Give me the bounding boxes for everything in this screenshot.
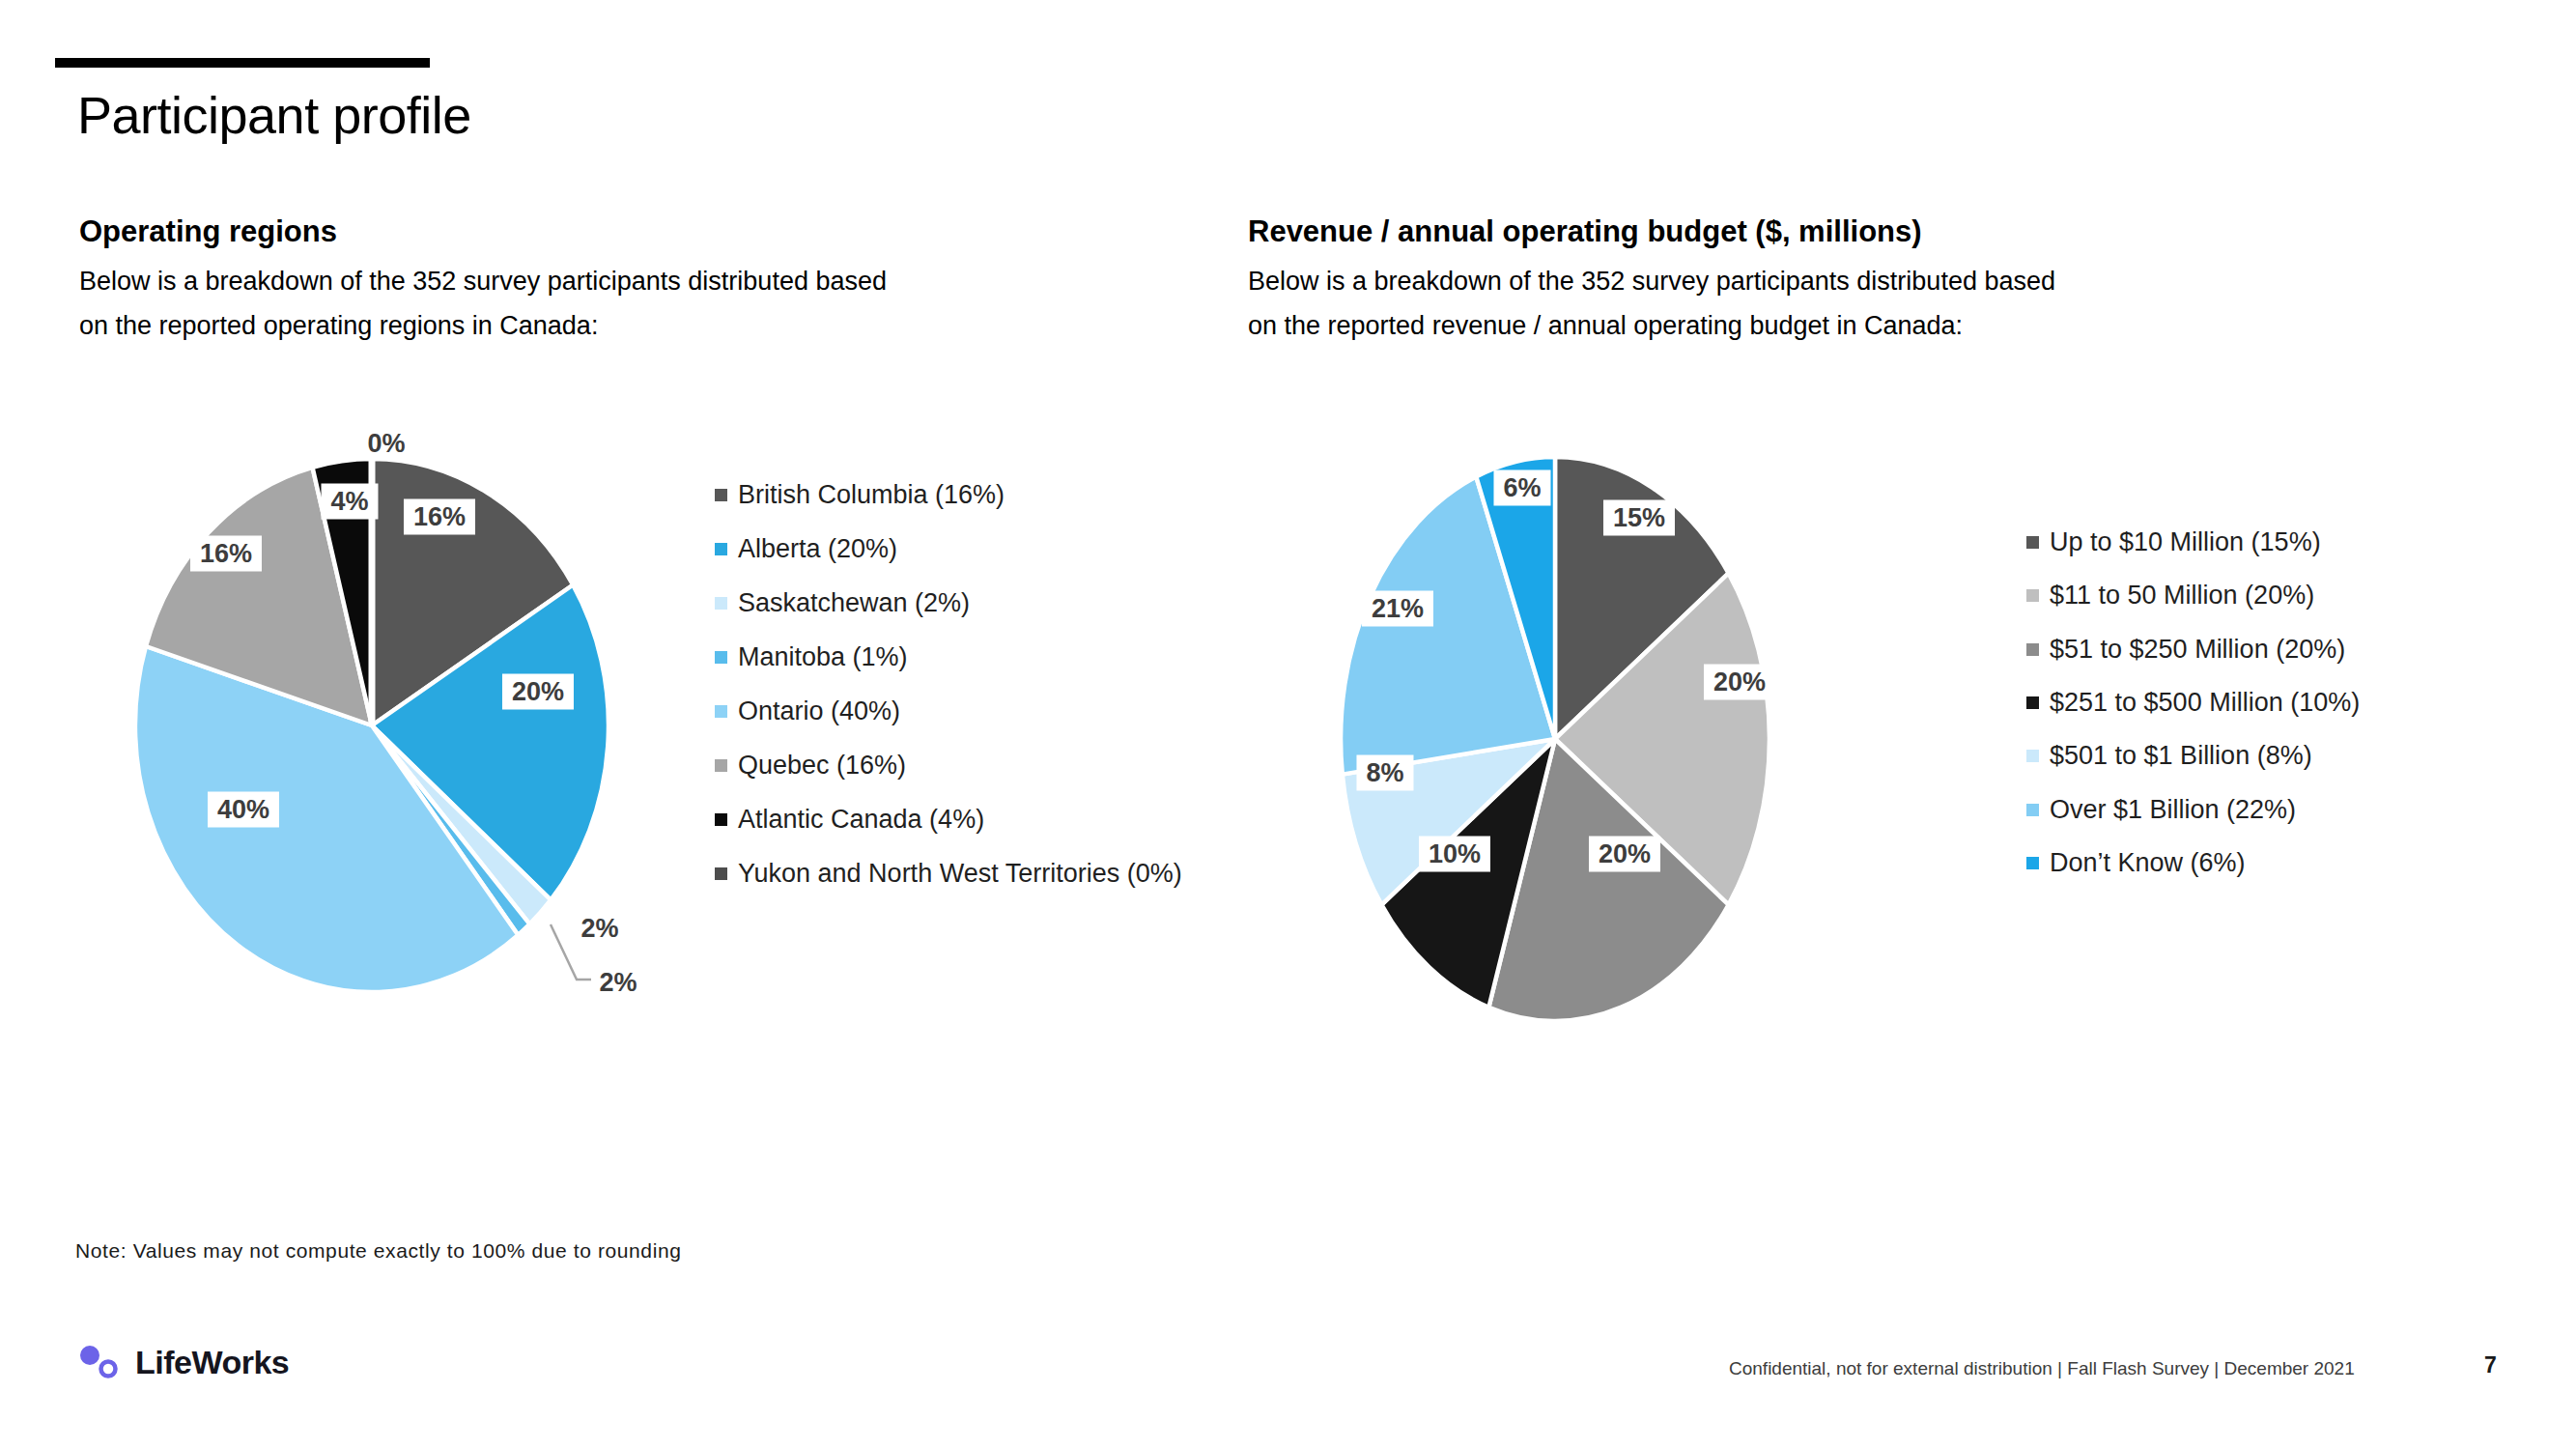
pie-data-label-saskatchewan: 2% [580,914,618,944]
legend-item-yukon-and-north-west-territories: Yukon and North West Territories (0%) [715,846,1182,900]
legend-item-quebec: Quebec (16%) [715,738,1182,792]
pie-data-label-ontario: 40% [208,792,279,828]
slide: Participant profile Operating regions Be… [0,0,2576,1449]
page-number: 7 [2484,1352,2497,1378]
legend-item-saskatchewan: Saskatchewan (2%) [715,576,1182,630]
legend-item-ontario: Ontario (40%) [715,684,1182,738]
legend-item-51-to-250-million: $51 to $250 Million (20%) [2026,623,2360,676]
legend-label: Don’t Know (6%) [2050,848,2246,878]
pie-data-label-501-to-1-billion: 8% [1356,755,1413,791]
legend-marker-icon [715,651,727,664]
legend-item-atlantic-canada: Atlantic Canada (4%) [715,792,1182,846]
lifeworks-logo-text: LifeWorks [135,1344,289,1381]
legend-item-up-to-10-million: Up to $10 Million (15%) [2026,516,2360,569]
legend-item-11-to-50-million: $11 to 50 Million (20%) [2026,569,2360,622]
legend-operating-regions: British Columbia (16%) Alberta (20%) Saska… [715,468,1182,900]
legend-marker-icon [715,705,727,718]
legend-marker-icon [715,813,727,826]
lifeworks-logo-mark-icon [77,1343,127,1389]
legend-marker-icon [715,597,727,610]
pie-data-label-british-columbia: 16% [404,499,475,535]
legend-label: $11 to 50 Million (20%) [2050,581,2314,611]
pie-data-label-don-t-know: 6% [1493,470,1550,506]
legend-label: Ontario (40%) [738,696,900,726]
rounding-note: Note: Values may not compute exactly to … [75,1239,681,1263]
pie-data-label-251-to-500-million: 10% [1419,837,1490,872]
legend-label: Manitoba (1%) [738,642,908,672]
legend-marker-icon [715,759,727,772]
legend-marker-icon [2026,696,2039,709]
legend-item-over-1-billion: Over $1 Billion (22%) [2026,782,2360,836]
pie-data-label-up-to-10-million: 15% [1603,500,1675,536]
pie-data-label-51-to-250-million: 20% [1589,837,1660,872]
pie-data-label-quebec: 16% [190,536,262,572]
legend-marker-icon [715,543,727,555]
legend-marker-icon [2026,857,2039,869]
legend-item-british-columbia: British Columbia (16%) [715,468,1182,522]
legend-marker-icon [2026,536,2039,549]
legend-label: Up to $10 Million (15%) [2050,527,2321,557]
pie-data-label-manitoba: 2% [599,968,637,998]
pie-data-label-alberta: 20% [502,674,574,710]
pie-data-label-yukon-and-north-west-territories: 0% [367,429,405,459]
legend-marker-icon [2026,643,2039,656]
pie-data-label-11-to-50-million: 20% [1704,665,1775,700]
legend-label: $501 to $1 Billion (8%) [2050,741,2312,771]
legend-item-251-to-500-million: $251 to $500 Million (10%) [2026,676,2360,729]
legend-marker-icon [715,867,727,880]
legend-label: $51 to $250 Million (20%) [2050,635,2345,665]
legend-item-manitoba: Manitoba (1%) [715,630,1182,684]
legend-marker-icon [2026,804,2039,816]
legend-label: Saskatchewan (2%) [738,588,970,618]
legend-item-alberta: Alberta (20%) [715,522,1182,576]
legend-label: Atlantic Canada (4%) [738,805,984,835]
legend-label: Yukon and North West Territories (0%) [738,859,1182,889]
footer-confidential-text: Confidential, not for external distribut… [1729,1358,2355,1379]
lifeworks-logo: LifeWorks [77,1343,289,1389]
pie-data-label-over-1-billion: 21% [1362,591,1433,627]
legend-revenue-budget: Up to $10 Million (15%) $11 to 50 Million… [2026,516,2360,890]
legend-item-501-to-1-billion: $501 to $1 Billion (8%) [2026,729,2360,782]
pie-data-label-atlantic-canada: 4% [321,484,378,520]
legend-label: Quebec (16%) [738,751,906,781]
legend-marker-icon [2026,589,2039,602]
legend-marker-icon [2026,750,2039,762]
legend-label: $251 to $500 Million (10%) [2050,688,2360,718]
legend-label: Over $1 Billion (22%) [2050,795,2296,825]
legend-marker-icon [715,489,727,501]
legend-label: British Columbia (16%) [738,480,1005,510]
legend-item-don-t-know: Don’t Know (6%) [2026,837,2360,890]
legend-label: Alberta (20%) [738,534,897,564]
